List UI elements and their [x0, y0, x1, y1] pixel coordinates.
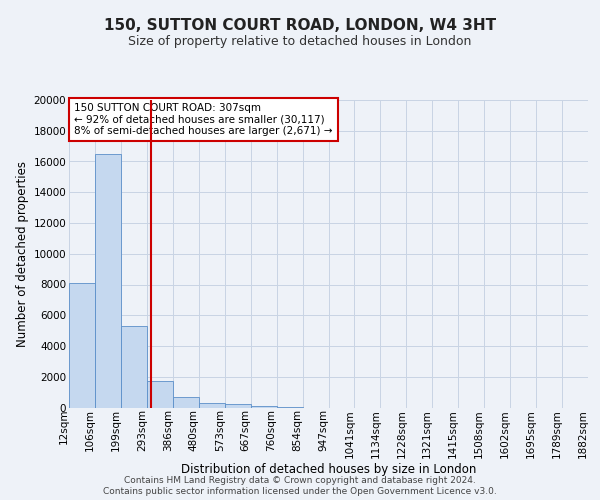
Y-axis label: Number of detached properties: Number of detached properties	[16, 161, 29, 347]
Bar	[69, 283, 95, 408]
Text: Contains HM Land Registry data © Crown copyright and database right 2024.: Contains HM Land Registry data © Crown c…	[124, 476, 476, 485]
Bar	[277, 406, 302, 408]
Text: Contains public sector information licensed under the Open Government Licence v3: Contains public sector information licen…	[103, 487, 497, 496]
Bar	[95, 154, 121, 407]
Bar	[147, 380, 173, 407]
Bar	[251, 406, 277, 407]
Bar	[173, 396, 199, 407]
Bar	[121, 326, 147, 407]
Text: 150, SUTTON COURT ROAD, LONDON, W4 3HT: 150, SUTTON COURT ROAD, LONDON, W4 3HT	[104, 18, 496, 32]
Text: 150 SUTTON COURT ROAD: 307sqm
← 92% of detached houses are smaller (30,117)
8% o: 150 SUTTON COURT ROAD: 307sqm ← 92% of d…	[74, 103, 332, 136]
Text: Size of property relative to detached houses in London: Size of property relative to detached ho…	[128, 34, 472, 48]
Bar	[199, 403, 224, 407]
X-axis label: Distribution of detached houses by size in London: Distribution of detached houses by size …	[181, 463, 476, 476]
Bar	[225, 404, 251, 407]
